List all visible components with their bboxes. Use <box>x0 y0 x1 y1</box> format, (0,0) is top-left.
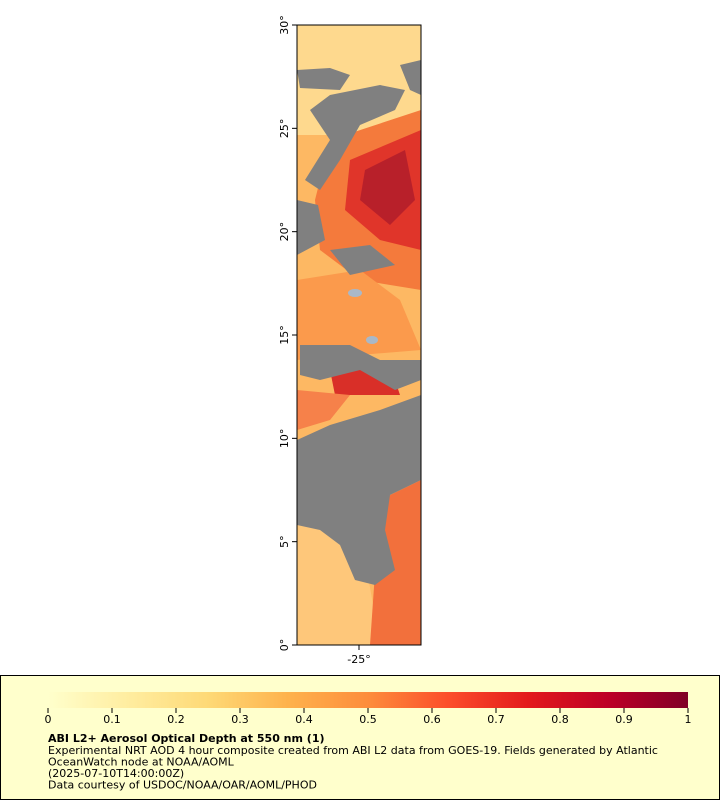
legend-line: OceanWatch node at NOAA/AOML <box>48 756 235 769</box>
y-tick-label: 30° <box>278 15 291 35</box>
y-tick-label: 15° <box>278 325 291 345</box>
y-tick-label: 5° <box>278 535 291 548</box>
legend-line: Experimental NRT AOD 4 hour composite cr… <box>48 744 658 757</box>
colorbar-tick-label: 0.4 <box>295 713 313 726</box>
legend-line: Data courtesy of USDOC/NOAA/OAR/AOML/PHO… <box>48 779 317 792</box>
colorbar-tick-label: 0 <box>45 713 52 726</box>
colorbar-tick-label: 0.3 <box>231 713 249 726</box>
colorbar-tick-label: 0.6 <box>423 713 441 726</box>
colorbar-tick-label: 0.8 <box>551 713 569 726</box>
y-tick-label: 0° <box>278 639 291 652</box>
colorbar <box>48 692 688 708</box>
colorbar-tick-label: 0.5 <box>359 713 377 726</box>
y-tick-label: 20° <box>278 222 291 242</box>
colorbar-tick-label: 1 <box>685 713 692 726</box>
legend-line: (2025-07-10T14:00:00Z) <box>48 767 184 780</box>
aod-raster <box>297 25 421 645</box>
y-tick-label: 25° <box>278 119 291 139</box>
colorbar-tick-label: 0.9 <box>615 713 633 726</box>
colorbar-tick-label: 0.2 <box>167 713 185 726</box>
colorbar-tick-label: 0.1 <box>103 713 121 726</box>
x-tick-label: -25° <box>347 653 370 666</box>
colorbar-tick-label: 0.7 <box>487 713 505 726</box>
legend-title: ABI L2+ Aerosol Optical Depth at 550 nm … <box>48 732 325 745</box>
y-tick-label: 10° <box>278 429 291 449</box>
